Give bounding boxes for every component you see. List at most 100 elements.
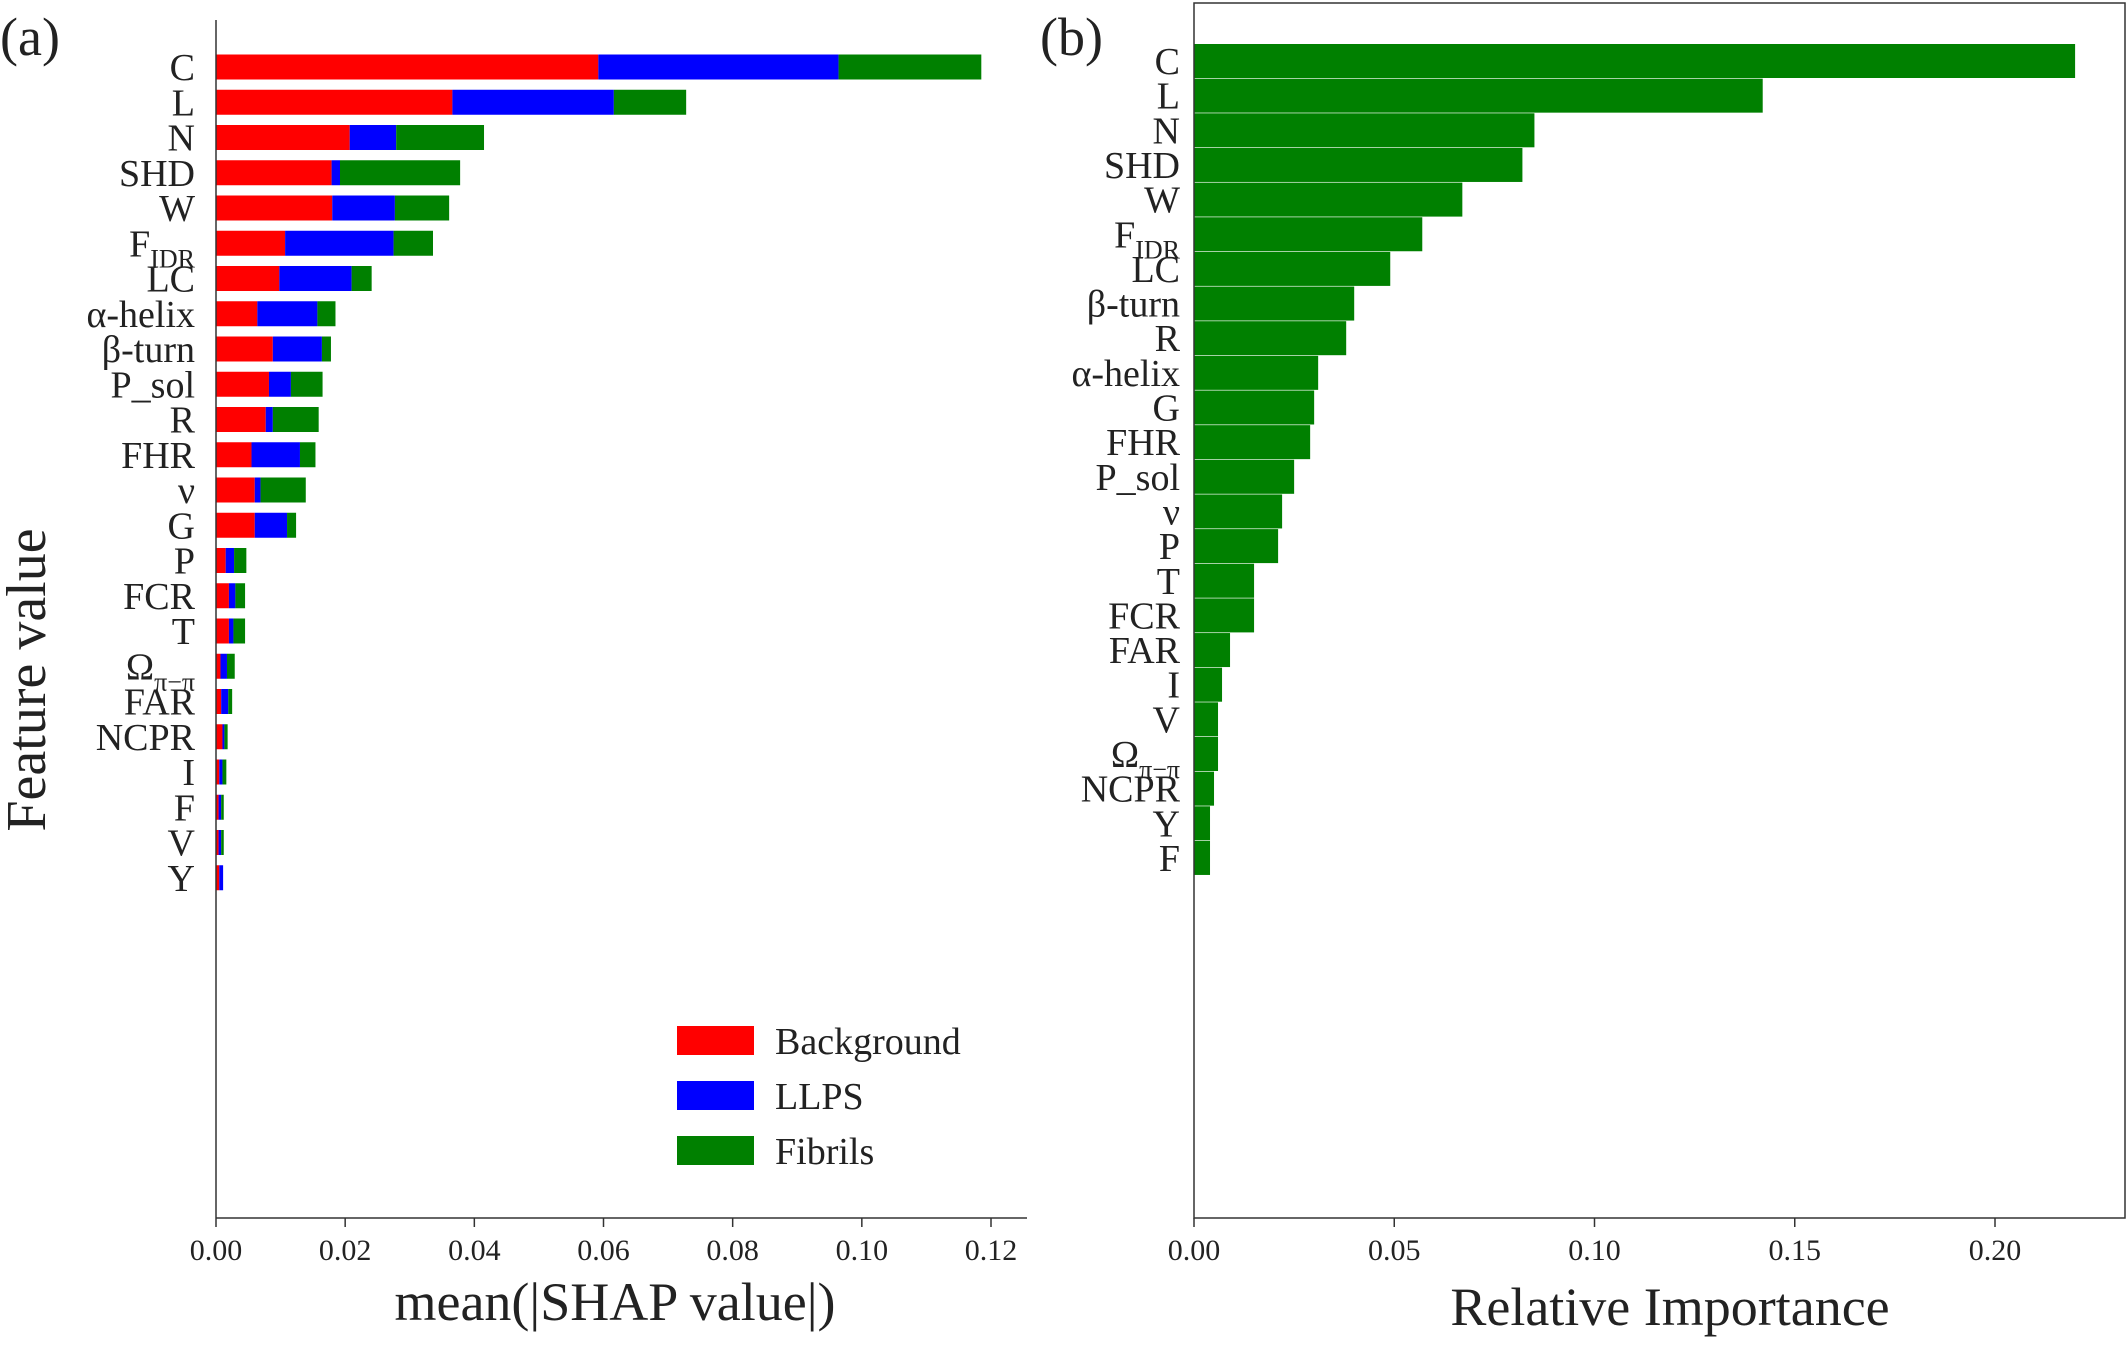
panel-a-category-5: FIDR (129, 223, 196, 273)
panel-a-category-20-main: I (182, 752, 195, 794)
panel-b-category-11-main: FHR (1106, 422, 1181, 464)
panel-b-category-9-main: α-helix (1071, 353, 1180, 395)
bar-background-13 (216, 512, 255, 538)
legend-swatch-fibrils (677, 1136, 754, 1165)
panel-a-category-14: P (174, 541, 195, 583)
bar-llps-1 (452, 89, 614, 115)
bar-llps-11 (251, 442, 300, 468)
panel-a-category-22: V (168, 823, 196, 865)
bar-background-12 (216, 477, 255, 503)
panel-a-category-19-main: NCPR (96, 717, 196, 759)
bar-fibrils-5 (393, 230, 433, 256)
panel-b-category-13: ν (1163, 491, 1180, 533)
importance-bar-18 (1194, 667, 1223, 702)
panel-a-category-9-main: P_sol (111, 364, 195, 406)
bar-fibrils-8 (321, 336, 331, 362)
panel-b-category-20-subscript: π−π (1139, 755, 1180, 784)
panel-b-category-5: FIDR (1114, 214, 1181, 264)
panel-a-tick-label-1: 0.02 (319, 1234, 372, 1267)
panel-a-category-13: G (168, 505, 195, 547)
panel-a-category-7-main: α-helix (86, 294, 195, 336)
bar-background-3 (216, 160, 332, 186)
bar-fibrils-0 (838, 54, 982, 80)
panel-a-category-18-main: FAR (124, 682, 196, 724)
panel-b-category-7-main: β-turn (1087, 284, 1180, 326)
bar-fibrils-21 (221, 794, 224, 820)
panel-b-category-4-main: W (1144, 180, 1180, 222)
panel-b-bars (1194, 44, 2076, 875)
bar-fibrils-2 (396, 125, 485, 150)
panel-a-category-1-main: L (172, 82, 195, 124)
panel-b-category-1: L (1157, 76, 1180, 118)
panel-a-category-5-main: F (129, 223, 150, 265)
importance-bar-5 (1194, 217, 1423, 252)
bar-background-22 (216, 830, 219, 855)
legend-label-background: Background (775, 1021, 961, 1063)
bar-llps-2 (349, 125, 397, 150)
bar-llps-16 (228, 618, 234, 644)
panel-a-category-2-main: N (168, 118, 195, 160)
panel-a-bars (216, 54, 982, 891)
panel-b-category-22-main: Y (1153, 803, 1180, 845)
importance-bar-13 (1194, 494, 1283, 529)
panel-b-tick-label-1: 0.05 (1368, 1234, 1421, 1267)
bar-llps-6 (279, 266, 352, 291)
panel-a-category-6: LC (146, 259, 195, 301)
bar-background-17 (216, 653, 221, 679)
bar-fibrils-10 (272, 407, 319, 432)
panel-a-category-8: β-turn (102, 329, 195, 371)
bar-background-15 (216, 583, 229, 609)
panel-a-category-17-subscript: π−π (154, 667, 195, 696)
panel-a-category-10-main: R (170, 400, 196, 442)
importance-bar-7 (1194, 286, 1355, 321)
panel-a-category-4: W (159, 188, 195, 230)
panel-a-tick-label-3: 0.06 (577, 1234, 630, 1267)
bar-fibrils-6 (351, 266, 372, 291)
panel-a-tick-label-5: 0.10 (836, 1234, 889, 1267)
panel-b-category-3-main: SHD (1104, 145, 1180, 187)
panel-b-category-12: P_sol (1096, 457, 1180, 499)
panel-b-category-8-main: R (1155, 318, 1181, 360)
bar-background-9 (216, 371, 269, 397)
bar-background-6 (216, 266, 280, 291)
panel-a-tick-label-4: 0.08 (706, 1234, 759, 1267)
bar-fibrils-7 (317, 301, 336, 327)
bar-background-0 (216, 54, 599, 80)
panel-a-category-15-main: FCR (123, 576, 195, 618)
panel-b-category-2-main: N (1153, 110, 1180, 152)
panel-b-category-12-main: P_sol (1096, 457, 1180, 499)
panel-b-category-21: NCPR (1081, 769, 1181, 811)
panel-b-category-15-main: T (1157, 561, 1180, 603)
panel-b-category-14-main: P (1159, 526, 1180, 568)
panel-b-category-22: Y (1153, 803, 1180, 845)
bar-fibrils-1 (613, 89, 687, 115)
panel-a-legend: Background LLPS Fibrils (677, 1021, 961, 1173)
bar-fibrils-19 (224, 724, 228, 750)
panel-b-category-16: FCR (1108, 595, 1180, 637)
panel-b-category-21-main: NCPR (1081, 769, 1181, 811)
bar-llps-18 (221, 689, 229, 714)
panel-b-frame (1193, 2, 2126, 1219)
panel-b-category-13-main: ν (1163, 491, 1180, 533)
bar-background-2 (216, 125, 350, 150)
importance-bar-2 (1194, 113, 1535, 148)
panel-b-category-3: SHD (1104, 145, 1180, 187)
panel-b-category-2: N (1153, 110, 1180, 152)
panel-a-category-1: L (172, 82, 195, 124)
panel-b-category-6: LC (1131, 249, 1180, 291)
panel-a-category-23-main: Y (168, 858, 195, 900)
bar-llps-5 (285, 230, 394, 256)
panel-a-category-0-main: C (170, 47, 195, 89)
panel-a-category-16-main: T (172, 611, 195, 653)
bar-llps-17 (220, 653, 227, 679)
bar-background-1 (216, 89, 453, 115)
panel-b-category-5-main: F (1114, 214, 1135, 256)
bar-fibrils-22 (221, 830, 224, 855)
bar-fibrils-13 (287, 512, 297, 538)
importance-bar-23 (1194, 840, 1211, 875)
bar-llps-23 (219, 865, 224, 891)
bar-llps-21 (218, 794, 222, 820)
panel-b-category-10: G (1153, 388, 1180, 430)
importance-bar-4 (1194, 182, 1463, 217)
